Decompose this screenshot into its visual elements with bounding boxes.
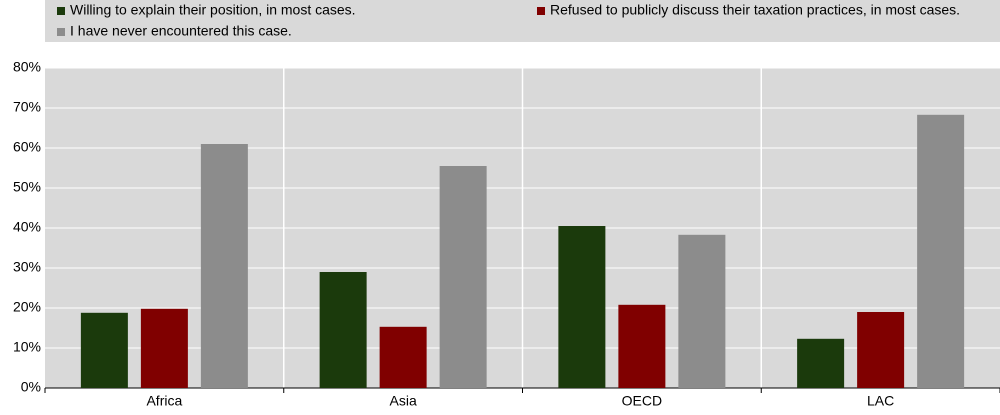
x-tick-label: OECD: [622, 393, 662, 409]
legend-marker: [57, 7, 65, 15]
bar: [857, 312, 905, 388]
bar: [917, 114, 965, 389]
y-tick-label: 0%: [21, 379, 41, 395]
y-tick-label: 80%: [13, 59, 41, 75]
bar: [319, 272, 367, 388]
y-tick-label: 60%: [13, 139, 41, 155]
bar: [200, 144, 248, 388]
y-tick-label: 20%: [13, 299, 41, 315]
x-tick-label: Africa: [146, 393, 182, 409]
bar: [439, 166, 487, 388]
bar: [140, 308, 188, 388]
y-tick-label: 70%: [13, 99, 41, 115]
y-tick-label: 10%: [13, 339, 41, 355]
x-tick-label: Asia: [390, 393, 417, 409]
legend-label: Refused to publicly discuss their taxati…: [550, 2, 960, 18]
bar: [379, 326, 427, 388]
x-tick-label: LAC: [867, 393, 894, 409]
legend-background: [45, 0, 1000, 42]
legend-marker: [57, 28, 65, 36]
legend-label: I have never encountered this case.: [70, 23, 292, 39]
legend-label: Willing to explain their position, in mo…: [70, 2, 356, 18]
bar: [618, 304, 666, 388]
y-tick-label: 30%: [13, 259, 41, 275]
y-tick-label: 50%: [13, 179, 41, 195]
legend-marker: [537, 7, 545, 15]
bar: [558, 226, 606, 388]
y-tick-label: 40%: [13, 219, 41, 235]
bar: [80, 312, 128, 388]
bar: [678, 234, 726, 388]
bar: [797, 338, 845, 388]
